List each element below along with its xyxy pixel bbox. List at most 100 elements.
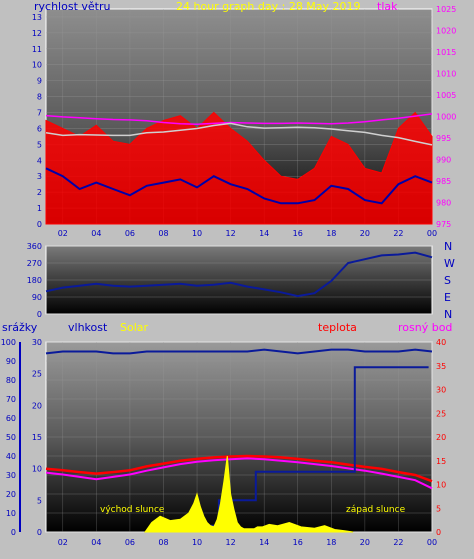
humidity-tick-label: 0 [11, 528, 16, 537]
wind-tick-label: 8 [37, 93, 42, 102]
wind-tick-label: 10 [32, 61, 42, 70]
compass-letter: N [444, 308, 452, 321]
rain-tick-label: 20 [32, 401, 42, 410]
bot-x-tick-label: 00 [427, 538, 437, 547]
humidity-tick-label: 100 [1, 338, 16, 347]
pressure-tick-label: 1020 [436, 27, 456, 36]
pressure-tick-label: 980 [436, 199, 451, 208]
rain-tick-label: 30 [32, 338, 42, 347]
bot-x-tick-label: 04 [91, 538, 101, 547]
top-x-tick-label: 04 [91, 229, 101, 238]
humidity-tick-label: 40 [6, 452, 16, 461]
temperature-tick-label: 15 [436, 457, 446, 466]
bot-x-tick-label: 06 [125, 538, 135, 547]
humidity-tick-label: 30 [6, 471, 16, 480]
pressure-tick-label: 995 [436, 134, 451, 143]
pressure-line [45, 113, 433, 125]
compass-letter: N [444, 240, 452, 253]
wind-line [45, 167, 433, 205]
chart-title: 24 hour graph day : 28 May 2019 [176, 0, 361, 13]
top-x-tick-label: 00 [427, 229, 437, 238]
pressure-tick-label: 1010 [436, 70, 456, 79]
wind-tick-label: 0 [37, 220, 42, 229]
top-x-tick-label: 10 [192, 229, 202, 238]
dir-tick-label: 360 [27, 242, 42, 251]
top-x-tick-label: 22 [393, 229, 403, 238]
wind-tick-label: 7 [37, 109, 42, 118]
sunset-annotation: západ slunce [346, 505, 406, 515]
wind-tick-label: 11 [32, 45, 42, 54]
wind-direction-line [45, 251, 433, 298]
rain-tick-label: 5 [37, 496, 42, 505]
top-x-tick-label: 14 [259, 229, 269, 238]
wind-tick-label: 5 [37, 140, 42, 149]
temperature-tick-label: 40 [436, 338, 446, 347]
bot-x-tick-label: 18 [326, 538, 336, 547]
sunrise-annotation: východ slunce [100, 505, 165, 515]
legend-temperature: teplota [318, 321, 357, 334]
top-x-tick-label: 18 [326, 229, 336, 238]
top-x-tick-label: 12 [226, 229, 236, 238]
pressure-tick-label: 1025 [436, 5, 456, 14]
pressure-tick-label: 1015 [436, 48, 456, 57]
wind-tick-label: 2 [37, 188, 42, 197]
bot-x-tick-label: 22 [393, 538, 403, 547]
compass-letter: W [444, 257, 455, 270]
humidity-tick-label: 90 [6, 357, 16, 366]
legend-dewpoint: rosný bod [398, 321, 452, 334]
wind-tick-label: 1 [37, 204, 42, 213]
temperature-tick-label: 5 [436, 504, 441, 513]
pressure-tick-label: 990 [436, 156, 451, 165]
compass-letter: E [444, 291, 451, 304]
pressure-tick-label: 1000 [436, 113, 456, 122]
temperature-line [45, 454, 433, 483]
legend-humidity: vlhkost [68, 321, 108, 334]
gust-area [45, 111, 433, 225]
bot-x-tick-label: 08 [158, 538, 168, 547]
pressure-tick-label: 1005 [436, 91, 456, 100]
top-x-tick-label: 08 [158, 229, 168, 238]
temperature-tick-label: 20 [436, 433, 446, 442]
pressure-tick-label: 975 [436, 220, 451, 229]
marks-layer [45, 111, 433, 533]
humidity-tick-label: 10 [6, 509, 16, 518]
compass-letter: S [444, 274, 451, 287]
bot-x-tick-label: 20 [360, 538, 370, 547]
humidity-tick-label: 60 [6, 414, 16, 423]
temperature-tick-label: 35 [436, 362, 446, 371]
rain-tick-label: 0 [37, 528, 42, 537]
temperature-tick-label: 25 [436, 409, 446, 418]
top-x-tick-label: 20 [360, 229, 370, 238]
humidity-line [45, 348, 433, 355]
top-x-tick-label: 06 [125, 229, 135, 238]
temperature-tick-label: 0 [436, 528, 441, 537]
top-x-tick-label: 16 [293, 229, 303, 238]
wind-tick-label: 12 [32, 29, 42, 38]
wind-tick-label: 13 [32, 13, 42, 22]
dewpoint-line [45, 457, 433, 490]
legend-solar: Solar [120, 321, 149, 334]
wind-tick-label: 3 [37, 172, 42, 181]
dir-tick-label: 0 [37, 310, 42, 319]
dir-tick-label: 90 [32, 293, 42, 302]
bot-x-tick-label: 12 [226, 538, 236, 547]
humidity-tick-label: 70 [6, 395, 16, 404]
wind-tick-label: 9 [37, 77, 42, 86]
bot-x-tick-label: 14 [259, 538, 269, 547]
pressure-label: tlak [377, 0, 398, 13]
legend-rain: srážky [2, 321, 38, 334]
rain-tick-label: 15 [32, 433, 42, 442]
pressure-tick-label: 985 [436, 177, 451, 186]
rain-tick-label: 25 [32, 370, 42, 379]
wind-tick-label: 6 [37, 124, 42, 133]
pressure_gray-line [45, 122, 433, 146]
wind-tick-label: 4 [37, 156, 42, 165]
bot-x-tick-label: 10 [192, 538, 202, 547]
humidity-tick-label: 50 [6, 433, 16, 442]
humidity-tick-label: 20 [6, 490, 16, 499]
bot-x-tick-label: 16 [293, 538, 303, 547]
top-x-tick-label: 02 [58, 229, 68, 238]
dir-tick-label: 180 [27, 276, 42, 285]
